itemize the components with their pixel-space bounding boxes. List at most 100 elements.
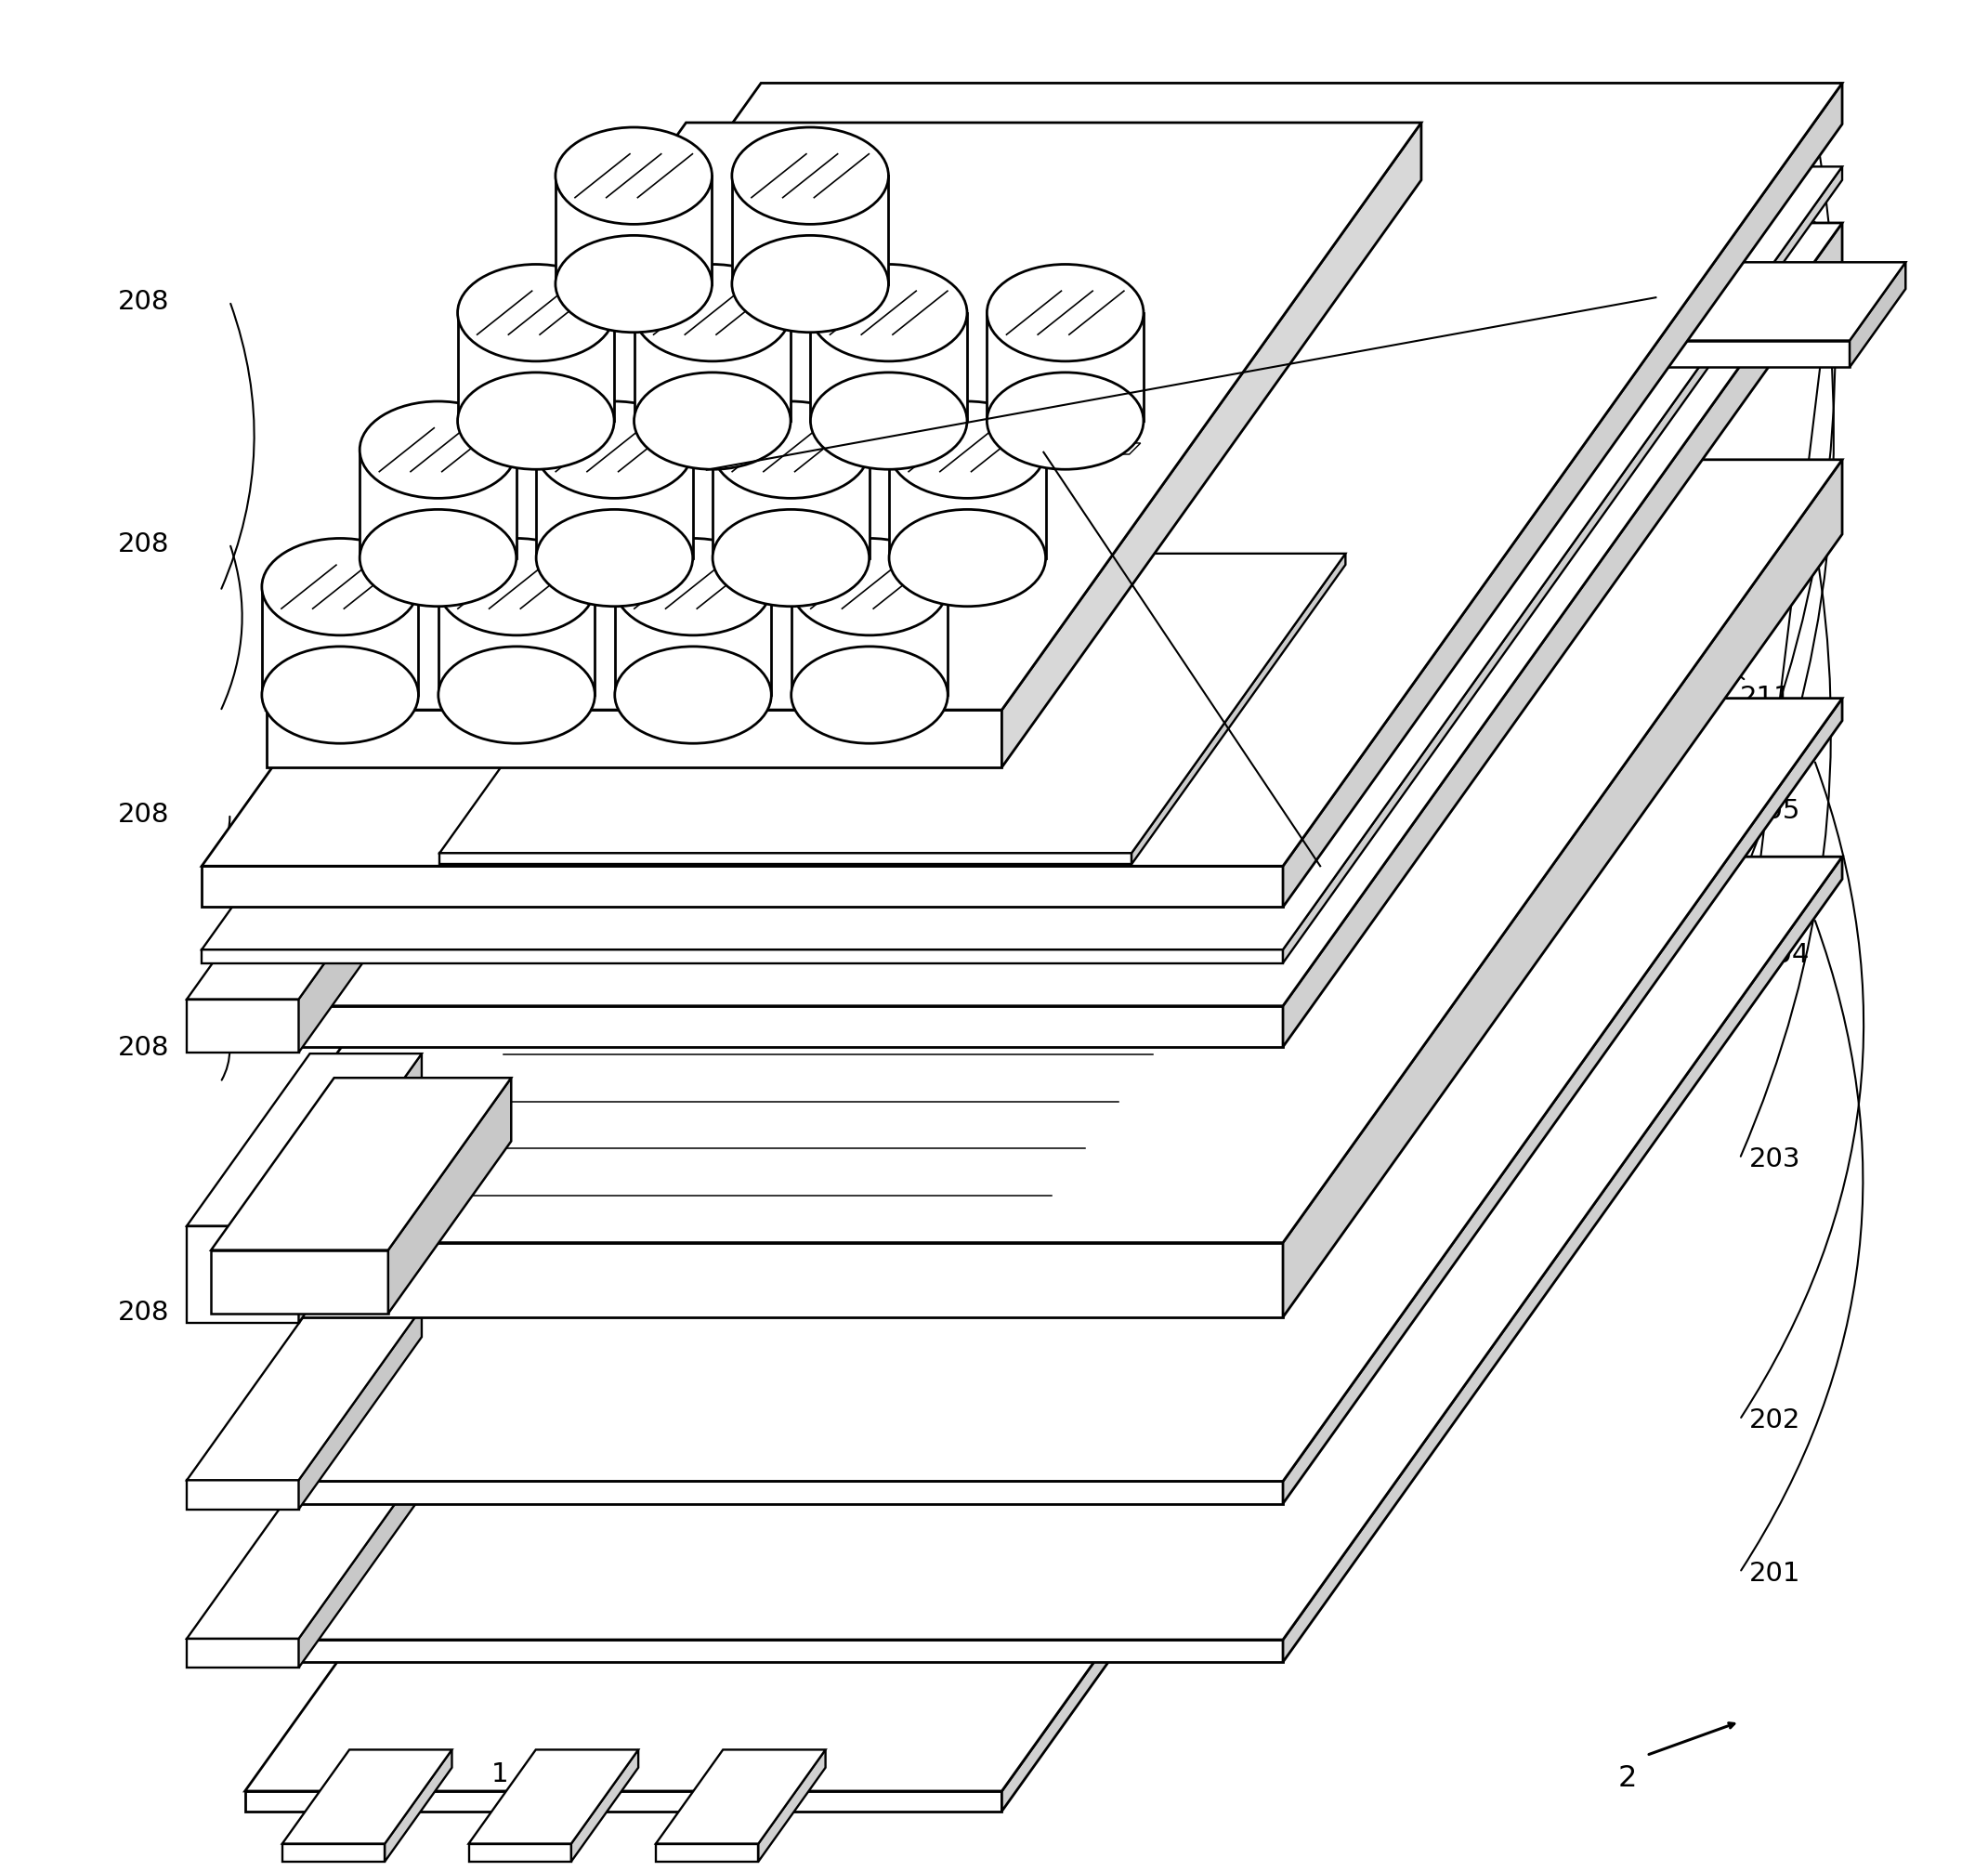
Polygon shape [1282, 168, 1843, 964]
Ellipse shape [791, 647, 948, 745]
Polygon shape [469, 1749, 638, 1843]
Ellipse shape [614, 539, 771, 636]
Text: 212: 212 [773, 546, 1483, 769]
Polygon shape [298, 827, 421, 1053]
Polygon shape [201, 460, 1843, 1242]
Polygon shape [187, 1639, 298, 1667]
Polygon shape [791, 587, 948, 696]
Polygon shape [187, 1480, 298, 1510]
Ellipse shape [457, 266, 614, 361]
Text: 207: 207 [1666, 268, 1716, 292]
Polygon shape [298, 1308, 421, 1510]
Polygon shape [282, 1843, 386, 1862]
Polygon shape [889, 451, 1046, 559]
Polygon shape [1002, 1439, 1254, 1811]
Polygon shape [1282, 225, 1843, 1048]
Text: 208: 208 [117, 1035, 169, 1061]
Polygon shape [201, 1482, 1282, 1504]
Polygon shape [740, 576, 807, 587]
Text: 205: 205 [1749, 797, 1801, 823]
Polygon shape [187, 999, 298, 1053]
Polygon shape [211, 1250, 388, 1313]
Polygon shape [1282, 857, 1843, 1661]
Text: 202: 202 [1749, 1407, 1801, 1433]
Polygon shape [201, 225, 1843, 1007]
Text: 210: 210 [1749, 872, 1801, 898]
Text: 212: 212 [1105, 415, 1483, 629]
Text: 203: 203 [1749, 1147, 1801, 1171]
Text: 208: 208 [117, 1298, 169, 1325]
Polygon shape [245, 1439, 1254, 1791]
Ellipse shape [811, 266, 966, 361]
Text: 211: 211 [1330, 350, 1791, 709]
Polygon shape [245, 1791, 1002, 1811]
Ellipse shape [634, 372, 791, 470]
Polygon shape [986, 314, 1143, 421]
Text: 2: 2 [1618, 1762, 1638, 1792]
Polygon shape [757, 1749, 825, 1862]
Polygon shape [732, 176, 889, 284]
Polygon shape [266, 123, 1421, 711]
Ellipse shape [262, 647, 417, 745]
Polygon shape [439, 853, 1131, 864]
Text: 1: 1 [491, 1761, 509, 1787]
Polygon shape [298, 1467, 421, 1667]
Polygon shape [201, 857, 1843, 1639]
Polygon shape [736, 535, 783, 565]
Polygon shape [722, 574, 833, 593]
Ellipse shape [555, 127, 712, 225]
Polygon shape [1056, 442, 1167, 460]
Ellipse shape [634, 266, 791, 361]
Polygon shape [262, 587, 417, 696]
Polygon shape [437, 587, 594, 696]
Polygon shape [1074, 443, 1141, 455]
Polygon shape [211, 1078, 511, 1250]
Polygon shape [571, 1749, 638, 1862]
Ellipse shape [986, 266, 1143, 361]
Ellipse shape [262, 539, 417, 636]
Ellipse shape [614, 647, 771, 745]
Ellipse shape [712, 511, 869, 606]
Polygon shape [439, 554, 1346, 853]
Ellipse shape [437, 647, 594, 745]
Polygon shape [1282, 700, 1843, 1504]
Ellipse shape [736, 548, 783, 582]
Polygon shape [634, 314, 791, 421]
Polygon shape [187, 1226, 298, 1323]
Ellipse shape [732, 236, 889, 333]
Polygon shape [201, 1007, 1282, 1048]
Polygon shape [614, 587, 771, 696]
Polygon shape [201, 700, 1843, 1482]
Polygon shape [1849, 264, 1906, 369]
Polygon shape [201, 84, 1843, 866]
Polygon shape [1571, 341, 1849, 369]
Polygon shape [555, 176, 712, 284]
Ellipse shape [986, 372, 1143, 470]
Text: 208: 208 [117, 288, 169, 314]
Polygon shape [201, 168, 1843, 950]
Ellipse shape [537, 511, 692, 606]
Text: 204: 204 [1757, 941, 1809, 967]
Polygon shape [282, 1749, 451, 1843]
Polygon shape [1282, 84, 1843, 907]
Ellipse shape [889, 402, 1046, 500]
Polygon shape [712, 451, 869, 559]
Ellipse shape [555, 236, 712, 333]
Polygon shape [469, 1843, 571, 1862]
Text: 209: 209 [1330, 838, 1382, 864]
Polygon shape [201, 950, 1282, 964]
Polygon shape [656, 1749, 825, 1843]
Polygon shape [1131, 554, 1346, 864]
Polygon shape [187, 827, 421, 999]
Ellipse shape [437, 539, 594, 636]
Ellipse shape [712, 402, 869, 500]
Polygon shape [1068, 402, 1117, 432]
Ellipse shape [1068, 415, 1117, 449]
Polygon shape [1002, 123, 1421, 767]
Polygon shape [811, 314, 966, 421]
Ellipse shape [360, 402, 517, 500]
Polygon shape [1571, 264, 1906, 341]
Polygon shape [201, 866, 1282, 907]
Ellipse shape [811, 372, 966, 470]
Text: 206: 206 [1749, 550, 1801, 576]
